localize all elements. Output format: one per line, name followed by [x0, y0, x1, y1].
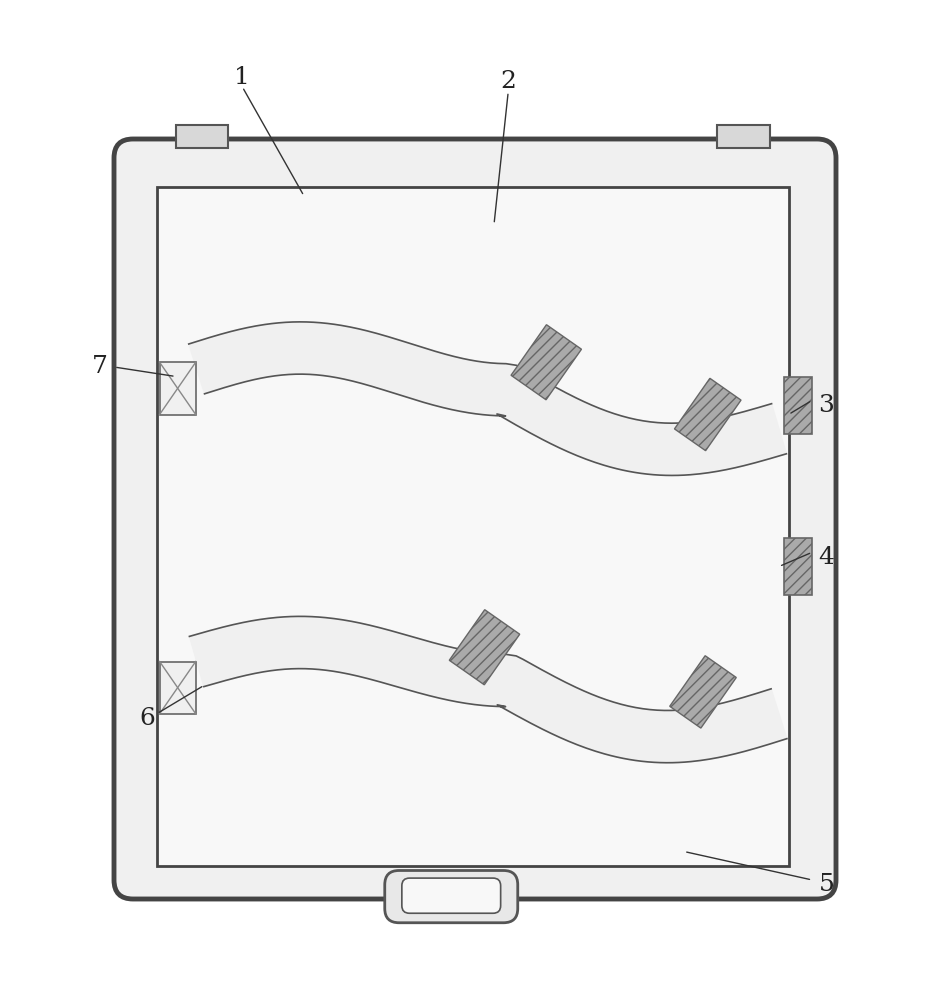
- FancyBboxPatch shape: [449, 610, 520, 685]
- Text: 4: 4: [819, 546, 834, 568]
- Text: 1: 1: [235, 66, 250, 89]
- Polygon shape: [189, 322, 787, 475]
- Bar: [176, 125, 228, 148]
- FancyBboxPatch shape: [511, 325, 581, 400]
- Text: 7: 7: [92, 355, 107, 378]
- FancyBboxPatch shape: [670, 656, 736, 728]
- Text: 2: 2: [501, 70, 516, 94]
- Text: 5: 5: [819, 873, 834, 896]
- Bar: [784, 376, 812, 434]
- FancyBboxPatch shape: [114, 139, 836, 899]
- Bar: [160, 662, 196, 714]
- FancyBboxPatch shape: [385, 870, 518, 923]
- FancyBboxPatch shape: [402, 878, 501, 913]
- Bar: [160, 362, 196, 414]
- Bar: [157, 186, 788, 866]
- Bar: [717, 125, 770, 148]
- Polygon shape: [189, 616, 787, 763]
- Bar: [784, 538, 812, 595]
- Text: 6: 6: [140, 707, 155, 730]
- Text: 3: 3: [819, 393, 834, 416]
- FancyBboxPatch shape: [674, 378, 741, 451]
